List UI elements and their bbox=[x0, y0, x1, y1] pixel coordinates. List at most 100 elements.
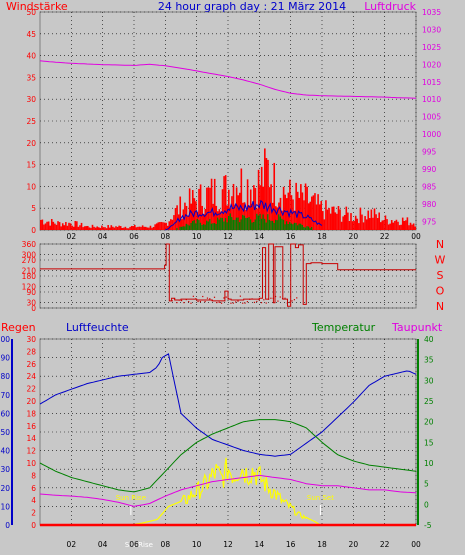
avg-wind-bar bbox=[224, 218, 227, 230]
temp-tick-label: 40 bbox=[424, 335, 434, 344]
avg-wind-bar bbox=[245, 217, 247, 230]
direction-point bbox=[213, 296, 216, 298]
pressure-tick-label: 1030 bbox=[422, 25, 441, 34]
direction-point bbox=[178, 299, 180, 301]
gust-bar bbox=[105, 228, 108, 230]
gust-bar bbox=[397, 221, 399, 230]
avg-wind-bar bbox=[276, 220, 278, 230]
gust-bar bbox=[44, 223, 47, 230]
gust-bar bbox=[43, 224, 45, 230]
direction-point bbox=[232, 302, 234, 304]
gust-bar bbox=[207, 187, 210, 230]
gust-bar bbox=[318, 204, 321, 230]
pressure-tick-label: 1010 bbox=[422, 95, 441, 104]
pressure-tick-label: 995 bbox=[422, 148, 437, 157]
gust-bar bbox=[262, 186, 265, 230]
avg-wind-bar bbox=[237, 217, 239, 230]
gust-bar bbox=[187, 215, 189, 230]
gust-bar bbox=[202, 214, 205, 230]
avg-wind-bar bbox=[204, 224, 206, 230]
gust-bar bbox=[273, 162, 276, 230]
gust-bar bbox=[185, 205, 188, 230]
humidity-tick-label: 90 bbox=[0, 354, 10, 363]
gust-bar bbox=[401, 217, 404, 230]
rain-tick-label: 24 bbox=[26, 372, 36, 381]
gust-bar bbox=[392, 222, 395, 230]
temp-x-tick: 20 bbox=[349, 540, 359, 549]
direction-point bbox=[216, 301, 218, 304]
avg-wind-bar bbox=[209, 218, 211, 230]
gust-bar bbox=[174, 208, 177, 230]
rain-tick-label: 12 bbox=[26, 447, 36, 456]
direction-point bbox=[171, 300, 173, 302]
direction-point bbox=[251, 298, 253, 300]
avg-wind-bar bbox=[185, 223, 187, 230]
avg-wind-bar bbox=[248, 217, 250, 230]
direction-point bbox=[195, 298, 197, 300]
temp-x-tick: 22 bbox=[380, 540, 390, 549]
avg-wind-bar bbox=[275, 219, 277, 230]
wind-speed-line bbox=[165, 199, 323, 231]
gust-bar bbox=[82, 227, 84, 230]
gust-bar bbox=[40, 219, 42, 230]
humidity-tick-label: 0 bbox=[5, 521, 10, 530]
gust-bar bbox=[329, 213, 332, 230]
gust-bar bbox=[314, 193, 316, 230]
avg-wind-bar bbox=[217, 217, 219, 230]
gust-bar bbox=[52, 221, 55, 230]
gust-bar bbox=[182, 209, 185, 230]
gust-bar bbox=[367, 210, 370, 230]
gust-bar bbox=[126, 228, 128, 230]
gust-bar bbox=[191, 190, 194, 230]
gust-bar bbox=[46, 221, 48, 230]
gust-bar bbox=[99, 227, 102, 230]
wind-tick-label: 45 bbox=[26, 30, 36, 39]
direction-point bbox=[244, 302, 246, 304]
temp-tick-label: 25 bbox=[424, 397, 434, 406]
gust-bar bbox=[381, 220, 384, 230]
gust-bar bbox=[394, 220, 396, 230]
gust-bar bbox=[159, 222, 161, 230]
avg-wind-bar bbox=[311, 226, 313, 230]
direction-tick-label: 300 bbox=[22, 251, 37, 260]
gust-bar bbox=[148, 227, 150, 230]
gust-bar bbox=[137, 226, 139, 230]
gust-bar bbox=[215, 205, 218, 230]
humidity-line bbox=[39, 353, 417, 457]
avg-wind-bar bbox=[242, 214, 244, 230]
gust-bar bbox=[300, 184, 302, 230]
gust-bar bbox=[332, 206, 335, 230]
temp-x-tick: 06 bbox=[129, 540, 139, 549]
avg-wind-bar bbox=[256, 213, 258, 230]
avg-wind-bar bbox=[176, 227, 178, 230]
avg-wind-bar bbox=[235, 217, 238, 230]
gust-bar bbox=[132, 226, 135, 230]
compass-label: S bbox=[437, 269, 444, 282]
avg-wind-bar bbox=[184, 226, 186, 230]
direction-point bbox=[246, 301, 248, 303]
avg-wind-bar bbox=[206, 220, 208, 230]
avg-wind-bar bbox=[202, 224, 205, 230]
direction-tick-label: 90 bbox=[26, 288, 36, 297]
pressure-tick-label: 1035 bbox=[422, 8, 441, 17]
gust-bar bbox=[390, 220, 393, 230]
pressure-tick-label: 975 bbox=[422, 217, 437, 226]
gust-bar bbox=[276, 207, 279, 230]
direction-point bbox=[206, 297, 209, 299]
compass-label: N bbox=[436, 238, 444, 251]
wind-x-tick: 08 bbox=[161, 232, 171, 241]
direction-point bbox=[199, 300, 201, 303]
gust-bar bbox=[54, 223, 56, 230]
rain-tick-label: 6 bbox=[31, 484, 36, 493]
gust-bar bbox=[375, 214, 377, 230]
avg-wind-bar bbox=[207, 221, 209, 230]
avg-wind-bar bbox=[191, 221, 194, 230]
gust-bar bbox=[325, 200, 327, 230]
avg-wind-bar bbox=[188, 225, 191, 230]
gust-bar bbox=[102, 227, 105, 230]
avg-wind-bar bbox=[201, 225, 203, 230]
gust-bar bbox=[212, 203, 214, 230]
